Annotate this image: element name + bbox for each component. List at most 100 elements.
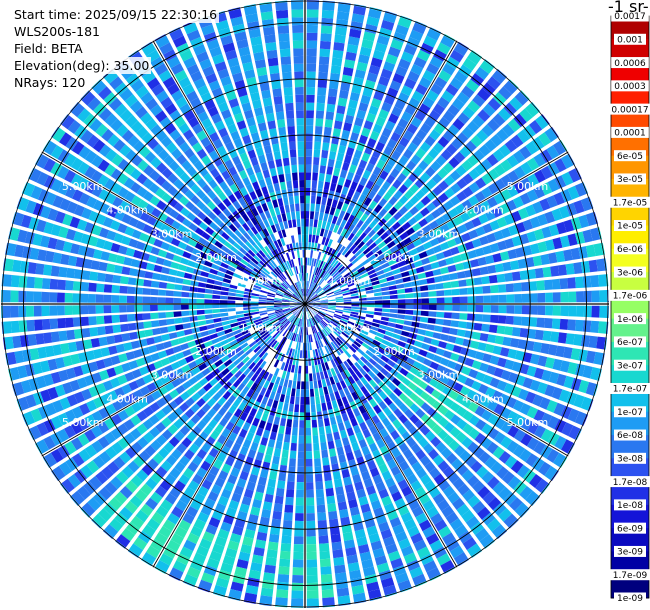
ray-gate-cell [298,365,302,374]
ray-gate-cell [282,157,290,167]
ray-gate-cell [443,312,452,319]
ray-gate-cell [344,274,352,281]
ray-gate-cell [251,309,259,313]
ray-gate-cell [376,332,385,339]
ray-gate-cell [507,410,519,423]
ray-gate-cell [171,506,184,519]
ray-gate-cell [50,265,60,277]
colorbar-tick-bg [608,569,650,581]
ray-gate-cell [461,126,474,139]
ray-gate-cell [376,347,386,355]
ray-gate-cell [178,76,191,89]
ray-gate-cell [295,505,304,514]
ray-gate-cell [275,311,284,315]
ray-gate-cell [293,536,304,545]
ray-gate-cell [341,524,352,534]
ray-gate-cell [526,437,540,451]
ray-gate-cell [359,304,367,307]
ray-gate-cell [358,54,370,64]
ray-gate-cell [241,102,252,112]
ray-gate-cell [286,244,291,253]
ray-gate-cell [336,337,344,345]
ray-gate-cell [354,279,363,285]
ray-gate-cell [194,227,205,236]
ray-gate-cell [374,336,383,343]
ray-gate-cell [395,24,409,36]
ray-gate-cell [585,212,597,226]
ray-gate-cell [117,374,128,385]
ray-gate-cell [295,102,304,111]
ray-gate-cell [186,212,196,222]
ray-gate-cell [216,452,227,463]
ray-gate-cell [172,35,187,48]
ray-gate-cell [23,182,36,197]
ray-gate-cell [228,499,240,510]
ray-gate-cell [313,325,318,333]
ray-gate-cell [450,371,461,381]
ray-gate-cell [478,451,491,464]
ray-gate-cell [324,345,330,354]
ray-gate-cell [260,287,269,292]
ray-gate-cell [334,208,341,217]
ray-gate-cell [251,554,264,565]
ray-gate-cell [420,402,431,413]
ray-gate-cell [326,433,334,442]
ray-gate-cell [489,220,500,231]
ray-gate-cell [159,479,172,492]
ray-gate-cell [290,259,295,268]
ray-gate-cell [317,278,324,286]
ray-gate-cell [290,340,295,349]
ray-gate-cell [259,230,266,239]
ray-gate-cell [146,262,155,271]
ray-gate-cell [298,289,303,297]
ray-gate-cell [503,492,517,506]
ray-gate-cell [239,364,248,373]
ray-gate-cell [292,219,297,228]
ray-gate-cell [204,299,213,304]
ray-gate-cell [570,247,581,260]
ray-gate-cell [193,78,206,90]
ray-gate-cell [391,106,403,117]
ray-gate-cell [440,35,455,48]
ray-gate-cell [416,228,426,238]
ray-gate-cell [181,316,190,323]
ray-gate-cell [297,318,301,327]
ray-gate-cell [84,166,97,179]
ray-gate-cell [252,287,261,292]
ray-gate-cell [355,388,364,398]
ray-gate-cell [125,446,137,459]
ray-gate-cell [261,396,269,406]
ray-gate-cell [341,437,350,446]
ray-gate-cell [123,177,135,189]
ray-gate-cell [530,243,540,255]
ray-gate-cell [160,460,173,472]
ray-gate-cell [415,189,426,200]
ray-gate-cell [168,436,180,448]
ray-gate-cell [209,465,220,477]
ray-gate-cell [418,279,428,286]
ray-gate-cell [480,200,491,212]
ray-gate-cell [292,559,304,568]
ray-gate-cell [289,203,295,212]
ray-gate-cell [404,398,414,408]
ray-gate-cell [512,196,524,209]
ray-gate-cell [60,253,70,265]
ray-gate-cell [351,373,360,382]
ray-gate-cell [305,172,312,181]
ray-gate-cell [354,249,363,257]
ray-gate-cell [344,250,352,258]
ray-gate-cell [25,200,37,214]
ray-gate-cell [262,320,271,325]
ray-gate-cell [192,142,203,153]
ray-gate-cell [218,351,227,359]
ray-gate-cell [49,278,59,290]
ray-gate-cell [470,73,485,87]
ray-gate-cell [380,231,389,241]
range-ring-label: 4.00km [462,204,504,217]
ray-gate-cell [223,241,233,249]
range-ring-label: 4.00km [106,392,148,405]
ray-gate-cell [282,337,288,346]
ray-gate-cell [280,345,286,354]
ray-gate-cell [192,248,202,257]
ray-gate-cell [300,396,305,405]
